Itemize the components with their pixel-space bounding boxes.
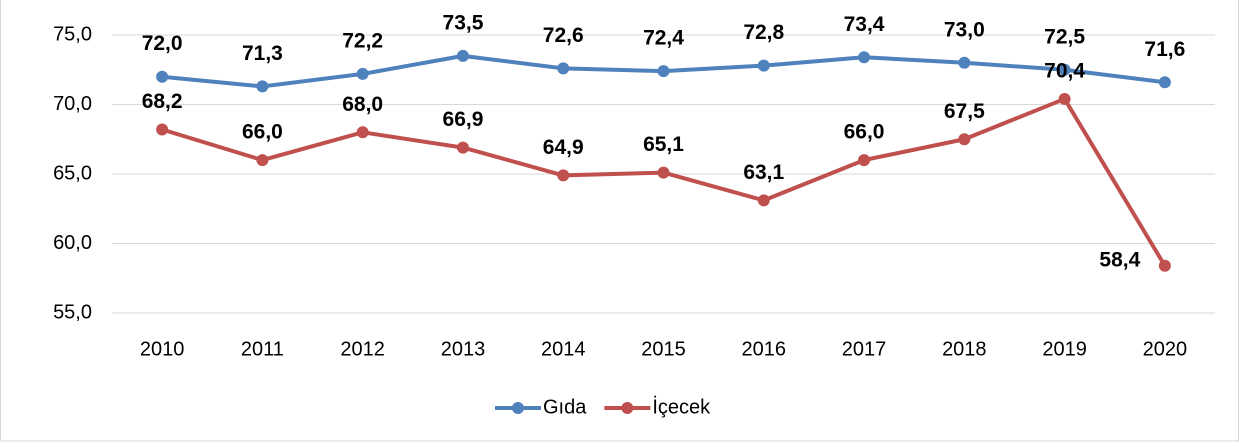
point	[858, 154, 871, 167]
point	[1158, 259, 1171, 272]
value-label: 64,9	[543, 136, 584, 159]
x-tick-label: 2017	[842, 338, 887, 360]
legend-marker	[512, 402, 524, 414]
value-label: 66,0	[844, 121, 885, 144]
point	[356, 126, 369, 139]
y-tick-label: 55,0	[53, 301, 92, 323]
x-tick-label: 2014	[541, 338, 586, 360]
point	[1158, 76, 1171, 89]
point	[657, 166, 670, 179]
x-tick-label: 2019	[1042, 338, 1087, 360]
x-tick-label: 2018	[942, 338, 987, 360]
point	[1058, 63, 1071, 76]
x-tick-label: 2011	[241, 338, 284, 360]
value-label: 72,8	[743, 21, 784, 44]
value-label: 72,4	[643, 27, 684, 50]
point	[156, 70, 169, 83]
legend-label: Gıda	[543, 396, 587, 418]
legend-label: İçecek	[652, 395, 711, 418]
y-tick-label: 70,0	[53, 93, 92, 115]
point	[557, 169, 570, 182]
value-label: 65,1	[643, 133, 684, 156]
x-tick-label: 2013	[441, 338, 486, 360]
value-label: 72,6	[543, 24, 584, 47]
value-label: 71,6	[1144, 38, 1185, 61]
value-label: 63,1	[743, 161, 784, 184]
point	[858, 51, 871, 64]
point	[657, 65, 670, 78]
value-label: 73,4	[844, 13, 885, 36]
value-label: 72,2	[342, 29, 383, 52]
y-tick-label: 60,0	[53, 232, 92, 254]
value-label: 70,4	[1044, 59, 1085, 82]
point	[256, 154, 269, 167]
x-tick-label: 2020	[1143, 338, 1188, 360]
point	[557, 62, 570, 75]
value-label: 58,4	[1099, 248, 1140, 271]
x-tick-label: 2010	[140, 338, 185, 360]
y-tick-label: 65,0	[53, 162, 92, 184]
value-label: 73,5	[443, 11, 484, 34]
x-tick-label: 2015	[641, 338, 686, 360]
value-label: 66,0	[242, 121, 283, 144]
point	[356, 67, 369, 80]
point	[256, 80, 269, 93]
value-label: 71,3	[242, 42, 283, 65]
y-tick-label: 75,0	[53, 23, 92, 45]
point	[456, 49, 469, 62]
value-label: 72,5	[1044, 25, 1085, 48]
point	[456, 141, 469, 154]
point	[1058, 92, 1071, 105]
point	[156, 123, 169, 136]
x-tick-label: 2012	[340, 338, 385, 360]
value-label: 66,9	[443, 108, 484, 131]
point	[958, 133, 971, 146]
point	[757, 59, 770, 72]
value-label: 68,2	[142, 90, 183, 113]
value-label: 67,5	[944, 100, 985, 123]
value-label: 72,0	[142, 32, 183, 55]
x-tick-label: 2016	[742, 338, 787, 360]
value-label: 73,0	[944, 18, 985, 41]
series-line	[161, 96, 1167, 267]
legend-marker	[621, 402, 634, 414]
value-label: 68,0	[342, 93, 383, 116]
point	[757, 194, 770, 207]
point	[958, 56, 971, 69]
